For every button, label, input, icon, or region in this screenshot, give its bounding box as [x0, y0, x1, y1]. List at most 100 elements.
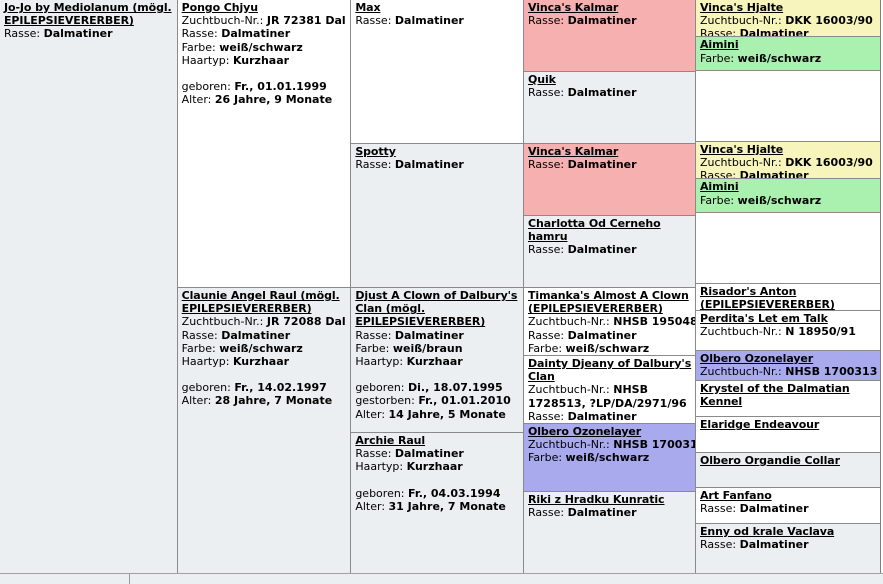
- field-rasse: Rasse: Dalmatiner: [181, 27, 291, 41]
- pedigree-cell-enny-od-krale-vaclava[interactable]: Enny od krale Vaclava Rasse: Dalmatiner: [696, 523, 880, 574]
- dog-name: Claunie Angel Raul (mögl. EPILEPSIEVERER…: [181, 289, 340, 316]
- field-geboren: geboren: Fr., 01.01.1999: [181, 80, 327, 94]
- dog-name: Olbero Organdie Collar: [700, 453, 840, 467]
- dog-name: Max: [355, 1, 381, 14]
- pedigree-cell-timankas-almost-a-clown[interactable]: Timanka's Almost A Clown (EPILEPSIEVERER…: [524, 288, 695, 356]
- dog-name: Pongo Chjyu: [181, 1, 258, 14]
- status-bar: [0, 573, 883, 584]
- pedigree-cell-vincas-kalmar-2[interactable]: Vinca's Kalmar Rasse: Dalmatiner: [524, 144, 695, 216]
- pedigree-cell-djust-a-clown-of-dalburys-clan[interactable]: Djust A Clown of Dalbury's Clan (mögl. E…: [351, 288, 523, 433]
- field-geboren: geboren: Di., 18.07.1995: [355, 381, 503, 395]
- pedigree-cell-krystel-of-the-dalmatian-kennel[interactable]: Krystel of the Dalmatian Kennel: [696, 380, 880, 418]
- field-geboren: geboren: Fr., 14.02.1997: [181, 381, 327, 395]
- field-rasse: Rasse: Dalmatiner: [355, 158, 464, 172]
- dog-name: Art Fanfano: [700, 489, 772, 503]
- spacer: [355, 474, 520, 487]
- pedigree-cell-riki-z-hradku-kunratic[interactable]: Riki z Hradku Kunratic Rasse: Dalmatiner: [524, 492, 695, 573]
- field-zuchtbuch: Zuchtbuch-Nr.: NHSB 1950482: [528, 315, 695, 329]
- field-alter: Alter: 31 Jahre, 7 Monate: [355, 499, 506, 513]
- pedigree-cell-archie-raul[interactable]: Archie Raul Rasse: Dalmatiner Haartyp: K…: [351, 433, 523, 573]
- field-rasse: Rasse: Dalmatiner: [528, 409, 637, 423]
- pedigree-cell-empty-1[interactable]: [696, 71, 880, 142]
- generation-column-2: Pongo Chjyu Zuchtbuch-Nr.: JR 72381 Dal …: [177, 0, 352, 573]
- dog-name: Quik: [528, 73, 556, 86]
- field-geboren: geboren: Fr., 04.03.1994: [355, 486, 501, 500]
- field-haartyp: Haartyp: Kurzhaar: [181, 53, 290, 67]
- field-rasse: Rasse: Dalmatiner: [528, 243, 637, 257]
- dog-name: Spotty: [355, 145, 396, 158]
- generation-column-1: Jo-Jo by Mediolanum (mögl. EPILEPSIEVERE…: [0, 0, 178, 573]
- field-rasse: Rasse: Dalmatiner: [700, 502, 809, 516]
- field-zuchtbuch: Zuchtbuch-Nr.: NHSB 1700313: [700, 365, 878, 379]
- pedigree-cell-aimini-1[interactable]: Aimini Farbe: weiß/schwarz: [696, 37, 880, 72]
- field-farbe: Farbe: weiß/schwarz: [528, 451, 650, 465]
- field-rasse: Rasse: Dalmatiner: [700, 169, 809, 180]
- field-alter: Alter: 14 Jahre, 5 Monate: [355, 407, 506, 421]
- pedigree-cell-spotty[interactable]: Spotty Rasse: Dalmatiner: [351, 144, 523, 288]
- pedigree-cell-pongo-chjyu[interactable]: Pongo Chjyu Zuchtbuch-Nr.: JR 72381 Dal …: [177, 0, 351, 288]
- spacer: [355, 368, 520, 381]
- pedigree-cell-perditas-let-em-talk[interactable]: Perdita's Let em Talk Zuchtbuch-Nr.: N 1…: [696, 310, 880, 352]
- field-zuchtbuch: Zuchtbuch-Nr.: DKK 16003/90: [700, 156, 873, 170]
- pedigree-cell-vincas-hjalte-2[interactable]: Vinca's Hjalte Zuchtbuch-Nr.: DKK 16003/…: [696, 142, 880, 180]
- field-zuchtbuch: Zuchtbuch-Nr.: JR 72381 Dal: [181, 14, 346, 28]
- pedigree-cell-jo-jo-by-mediolanum[interactable]: Jo-Jo by Mediolanum (mögl. EPILEPSIEVERE…: [0, 0, 177, 573]
- field-zuchtbuch: Zuchtbuch-Nr.: N 18950/91: [700, 324, 856, 338]
- field-rasse: Rasse: Dalmatiner: [700, 27, 809, 38]
- dog-name: Elaridge Endeavour: [700, 418, 820, 432]
- field-farbe: Farbe: weiß/braun: [355, 341, 463, 355]
- pedigree-cell-vincas-hjalte-1[interactable]: Vinca's Hjalte Zuchtbuch-Nr.: DKK 16003/…: [696, 0, 880, 38]
- pedigree-cell-olbero-ozonelayer-gen5[interactable]: Olbero Ozonelayer Zuchtbuch-Nr.: NHSB 17…: [696, 351, 880, 381]
- pedigree-cell-quik[interactable]: Quik Rasse: Dalmatiner: [524, 72, 695, 144]
- dog-name: Jo-Jo by Mediolanum (mögl. EPILEPSIEVERE…: [4, 1, 172, 28]
- field-rasse: Rasse: Dalmatiner: [528, 14, 637, 28]
- field-rasse: Rasse: Dalmatiner: [528, 506, 637, 520]
- field-haartyp: Haartyp: Kurzhaar: [181, 355, 290, 369]
- dog-name: Aimini: [700, 180, 739, 194]
- pedigree-cell-olbero-organdie-collar[interactable]: Olbero Organdie Collar: [696, 452, 880, 489]
- dog-name: Vinca's Hjalte: [700, 1, 784, 14]
- field-farbe: Farbe: weiß/schwarz: [528, 341, 650, 355]
- pedigree-cell-art-fanfano[interactable]: Art Fanfano Rasse: Dalmatiner: [696, 488, 880, 524]
- dog-name: Timanka's Almost A Clown (EPILEPSIEVERER…: [528, 289, 689, 316]
- dog-name: Dainty Djeany of Dalbury's Clan: [528, 357, 692, 384]
- spacer: [182, 368, 348, 381]
- dog-name: Olbero Ozonelayer: [700, 352, 814, 366]
- dog-name: Charlotta Od Cerneho hamru: [528, 217, 661, 244]
- pedigree-cell-claunie-angel-raul[interactable]: Claunie Angel Raul (mögl. EPILEPSIEVERER…: [177, 288, 351, 573]
- status-bar-segment-left: [0, 574, 130, 584]
- field-rasse: Rasse: Dalmatiner: [528, 86, 637, 100]
- pedigree-cell-risadors-anton[interactable]: Risador's Anton (EPILEPSIEVERERBER) Zuch…: [696, 284, 880, 311]
- field-alter: Alter: 28 Jahre, 7 Monate: [181, 394, 333, 408]
- dog-name: Vinca's Kalmar: [528, 1, 619, 14]
- dog-name: Enny od krale Vaclava: [700, 524, 835, 538]
- field-zuchtbuch: Zuchtbuch-Nr.: NHSB 1728513, ?LP/DA/2971…: [528, 383, 687, 410]
- dog-name: Riki z Hradku Kunratic: [528, 493, 665, 506]
- spacer: [182, 67, 348, 80]
- dog-name: Vinca's Kalmar: [528, 145, 619, 158]
- dog-name: Perdita's Let em Talk: [700, 311, 828, 325]
- field-gestorben: gestorben: Fr., 01.01.2010: [355, 394, 511, 408]
- pedigree-cell-elaridge-endeavour[interactable]: Elaridge Endeavour: [696, 417, 880, 453]
- field-rasse: Rasse: Dalmatiner: [528, 158, 637, 172]
- generation-column-5: Vinca's Hjalte Zuchtbuch-Nr.: DKK 16003/…: [696, 0, 880, 574]
- dog-name: Olbero Ozonelayer: [528, 425, 642, 438]
- field-farbe: Farbe: weiß/schwarz: [181, 40, 303, 54]
- field-farbe: Farbe: weiß/schwarz: [700, 378, 877, 379]
- field-farbe: Farbe: weiß/schwarz: [700, 193, 822, 207]
- pedigree-cell-vincas-kalmar-1[interactable]: Vinca's Kalmar Rasse: Dalmatiner: [524, 0, 695, 72]
- pedigree-cell-olbero-ozonelayer-gen4[interactable]: Olbero Ozonelayer Zuchtbuch-Nr.: NHSB 17…: [524, 424, 695, 492]
- field-rasse: Rasse: Dalmatiner: [181, 328, 291, 342]
- pedigree-cell-aimini-2[interactable]: Aimini Farbe: weiß/schwarz: [696, 179, 880, 214]
- field-zuchtbuch: Zuchtbuch-Nr.: DKK 16003/90: [700, 14, 873, 28]
- generation-column-3: Max Rasse: Dalmatiner Spotty Rasse: Dalm…: [351, 0, 524, 573]
- pedigree-cell-max[interactable]: Max Rasse: Dalmatiner: [351, 0, 523, 144]
- dog-name: Djust A Clown of Dalbury's Clan (mögl. E…: [355, 289, 518, 329]
- field-zuchtbuch: Zuchtbuch-Nr.: NHSB 1700313: [528, 438, 695, 452]
- pedigree-cell-empty-2[interactable]: [696, 213, 880, 284]
- pedigree-cell-charlotta-od-cerneho-hamru[interactable]: Charlotta Od Cerneho hamru Rasse: Dalmat…: [524, 216, 695, 288]
- field-haartyp: Haartyp: Kurzhaar: [355, 355, 463, 369]
- pedigree-cell-dainty-djeany-of-dalburys-clan[interactable]: Dainty Djeany of Dalbury's Clan Zuchtbuc…: [524, 356, 695, 424]
